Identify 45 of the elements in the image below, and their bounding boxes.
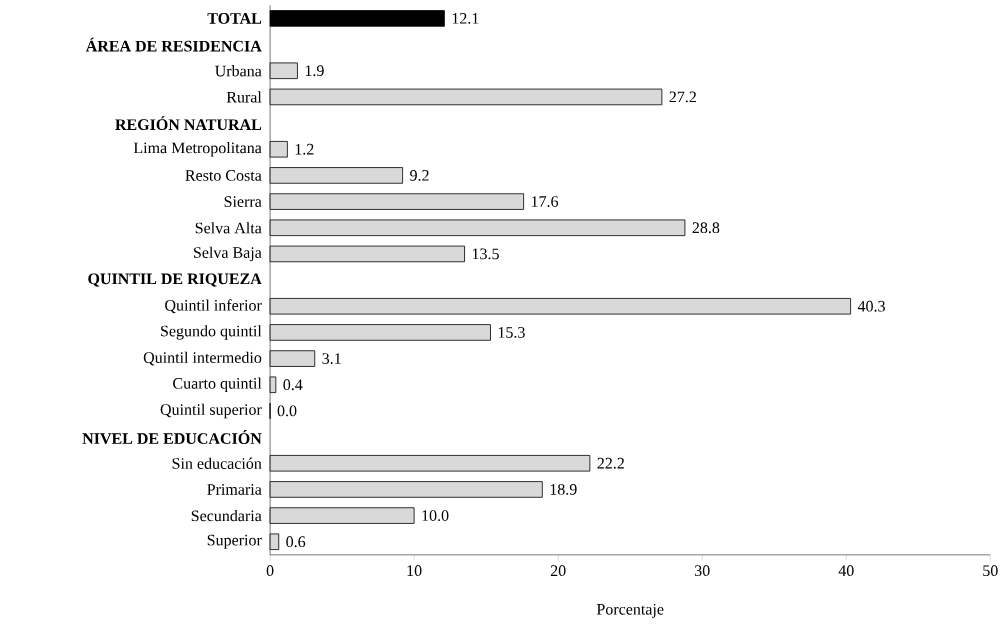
- y-tick-label: Quintil superior: [160, 403, 262, 419]
- y-tick-label: Selva Baja: [194, 246, 262, 262]
- data-label: 0.0: [277, 405, 297, 417]
- data-label: 18.9: [550, 483, 577, 495]
- y-tick-label: Rural: [226, 91, 262, 103]
- y-tick-label: Secundaria: [191, 509, 262, 522]
- data-label: 0.4: [283, 379, 303, 391]
- y-tick-label: Cuarto quintil: [173, 377, 262, 392]
- data-label: 40.3: [857, 300, 885, 312]
- x-tick-label: 20: [550, 565, 566, 576]
- y-tick-label: Quintil inferior: [165, 299, 262, 314]
- y-tick-label: Quintil intermedio: [143, 351, 262, 366]
- data-label: 12.1: [452, 12, 479, 24]
- data-label: 10.0: [422, 510, 449, 521]
- data-label: 15.3: [498, 326, 525, 338]
- y-tick-label: Segundo quintil: [161, 325, 262, 340]
- y-tick-label: Sierra: [224, 196, 262, 207]
- x-axis-title: Porcentaje: [596, 603, 664, 618]
- y-tick-label: TOTAL: [207, 12, 262, 24]
- data-label: 28.8: [692, 222, 720, 234]
- y-tick-label: Urbana: [215, 65, 262, 77]
- y-tick-label: ÁREA DE RESIDENCIA: [85, 37, 262, 52]
- y-tick-label: QUINTIL DE RIQUEZA: [88, 273, 262, 287]
- data-label: 17.6: [531, 196, 559, 207]
- data-label: 1.2: [295, 143, 314, 155]
- data-label: 1.9: [305, 65, 324, 77]
- x-tick-label: 50: [983, 565, 998, 576]
- x-tick-label: 0: [266, 565, 274, 576]
- y-tick-label: Sin educación: [172, 457, 262, 469]
- data-label: 27.2: [669, 91, 696, 103]
- y-tick-label: Resto Costa: [185, 169, 262, 181]
- y-tick-label: REGIÓN NATURAL: [115, 116, 262, 130]
- data-label: 3.1: [322, 353, 341, 364]
- data-label: 9.2: [410, 169, 429, 181]
- x-tick-label: 40: [838, 565, 854, 576]
- y-tick-label: Selva Alta: [195, 222, 262, 234]
- x-tick-label: 10: [407, 565, 422, 576]
- y-tick-label: Lima Metropolitana: [133, 141, 262, 157]
- x-tick-label: 30: [695, 565, 710, 576]
- y-tick-label: NIVEL DE EDUCACIÓN: [82, 430, 262, 444]
- y-tick-label: Superior: [207, 534, 262, 549]
- data-label: 0.6: [286, 536, 306, 548]
- y-tick-label: Primaria: [207, 483, 262, 495]
- data-label: 13.5: [472, 248, 499, 260]
- data-label: 22.2: [597, 457, 624, 469]
